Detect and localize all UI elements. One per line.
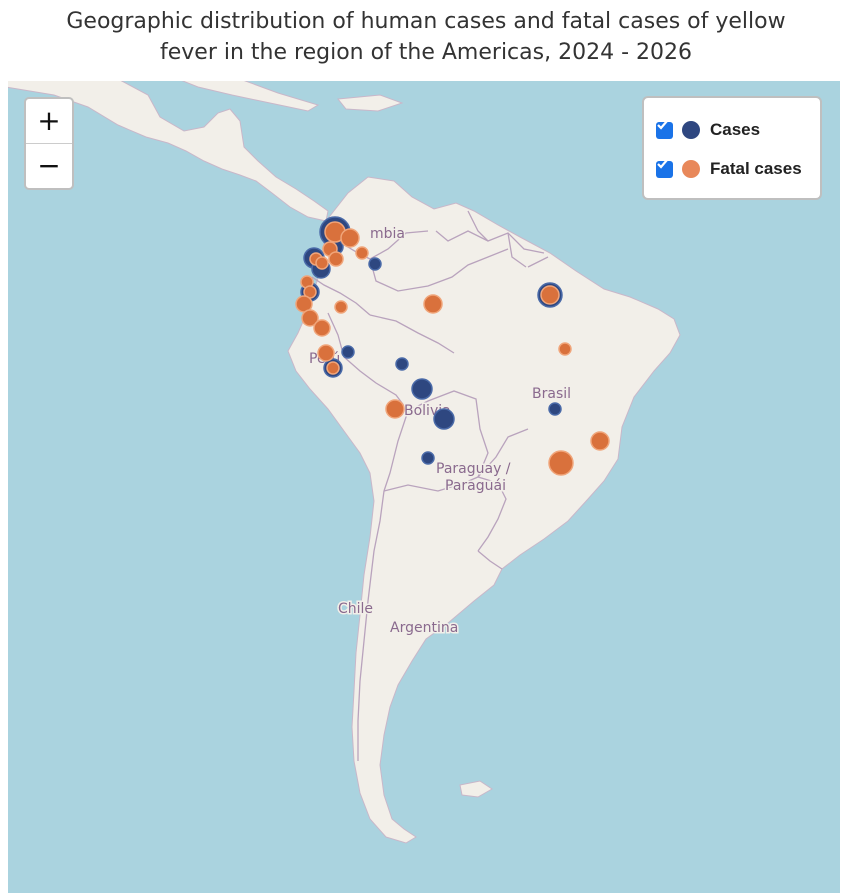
caribbean-islands [181, 81, 404, 112]
label-chile: Chile [338, 601, 373, 617]
fatal-layer [295, 221, 610, 476]
title-line-1: Geographic distribution of human cases a… [66, 9, 786, 34]
country-borders [311, 210, 549, 761]
case-marker[interactable] [433, 408, 455, 430]
fatal-marker[interactable] [313, 319, 331, 337]
zoom-in-button[interactable]: + [37, 104, 61, 137]
case-marker[interactable] [395, 357, 409, 371]
label-colombia: mbia [370, 226, 405, 242]
fatal-marker[interactable] [326, 361, 340, 375]
fatal-checkbox[interactable] [656, 159, 673, 178]
basemap: mbia Perú Bolivia Brasil Paraguay / Para… [8, 81, 840, 893]
case-marker[interactable] [341, 345, 355, 359]
legend-item-cases[interactable]: Cases [656, 118, 760, 142]
case-marker[interactable] [548, 402, 562, 416]
fatal-marker[interactable] [385, 399, 405, 419]
legend-label-cases: Cases [710, 120, 761, 139]
fatal-marker[interactable] [317, 344, 335, 362]
zoom-control: + − [24, 97, 74, 190]
fatal-marker[interactable] [558, 342, 572, 356]
fatal-marker[interactable] [423, 294, 443, 314]
fatal-marker[interactable] [590, 431, 610, 451]
fatal-marker[interactable] [334, 300, 348, 314]
map-view[interactable]: mbia Perú Bolivia Brasil Paraguay / Para… [8, 81, 840, 893]
fatal-marker[interactable] [355, 246, 369, 260]
south-america [287, 176, 681, 844]
legend-label-fatal: Fatal cases [710, 159, 802, 178]
zoom-out-button[interactable]: − [26, 143, 72, 188]
cases-color-swatch [682, 121, 700, 139]
case-marker[interactable] [411, 378, 433, 400]
fatal-color-swatch [682, 160, 700, 178]
fatal-marker[interactable] [548, 450, 574, 476]
cases-checkbox[interactable] [656, 120, 673, 139]
chart-title: Geographic distribution of human cases a… [0, 6, 852, 68]
case-marker[interactable] [368, 257, 382, 271]
label-argentina: Argentina [390, 620, 458, 636]
fatal-marker[interactable] [328, 251, 344, 267]
label-brasil: Brasil [532, 386, 571, 402]
fatal-marker[interactable] [340, 228, 360, 248]
legend-item-fatal[interactable]: Fatal cases [656, 157, 802, 181]
label-paraguay-2: Paraguái [445, 478, 506, 494]
checkmark-icon [657, 159, 668, 169]
fatal-marker[interactable] [540, 285, 560, 305]
label-paraguay-1: Paraguay / [436, 461, 511, 477]
case-marker[interactable] [421, 451, 435, 465]
legend: Cases Fatal cases [642, 96, 822, 200]
title-line-2: fever in the region of the Americas, 202… [160, 40, 692, 65]
fatal-marker[interactable] [301, 309, 319, 327]
fatal-marker[interactable] [315, 256, 329, 270]
checkmark-icon [657, 120, 668, 130]
falkland-islands [459, 780, 493, 798]
